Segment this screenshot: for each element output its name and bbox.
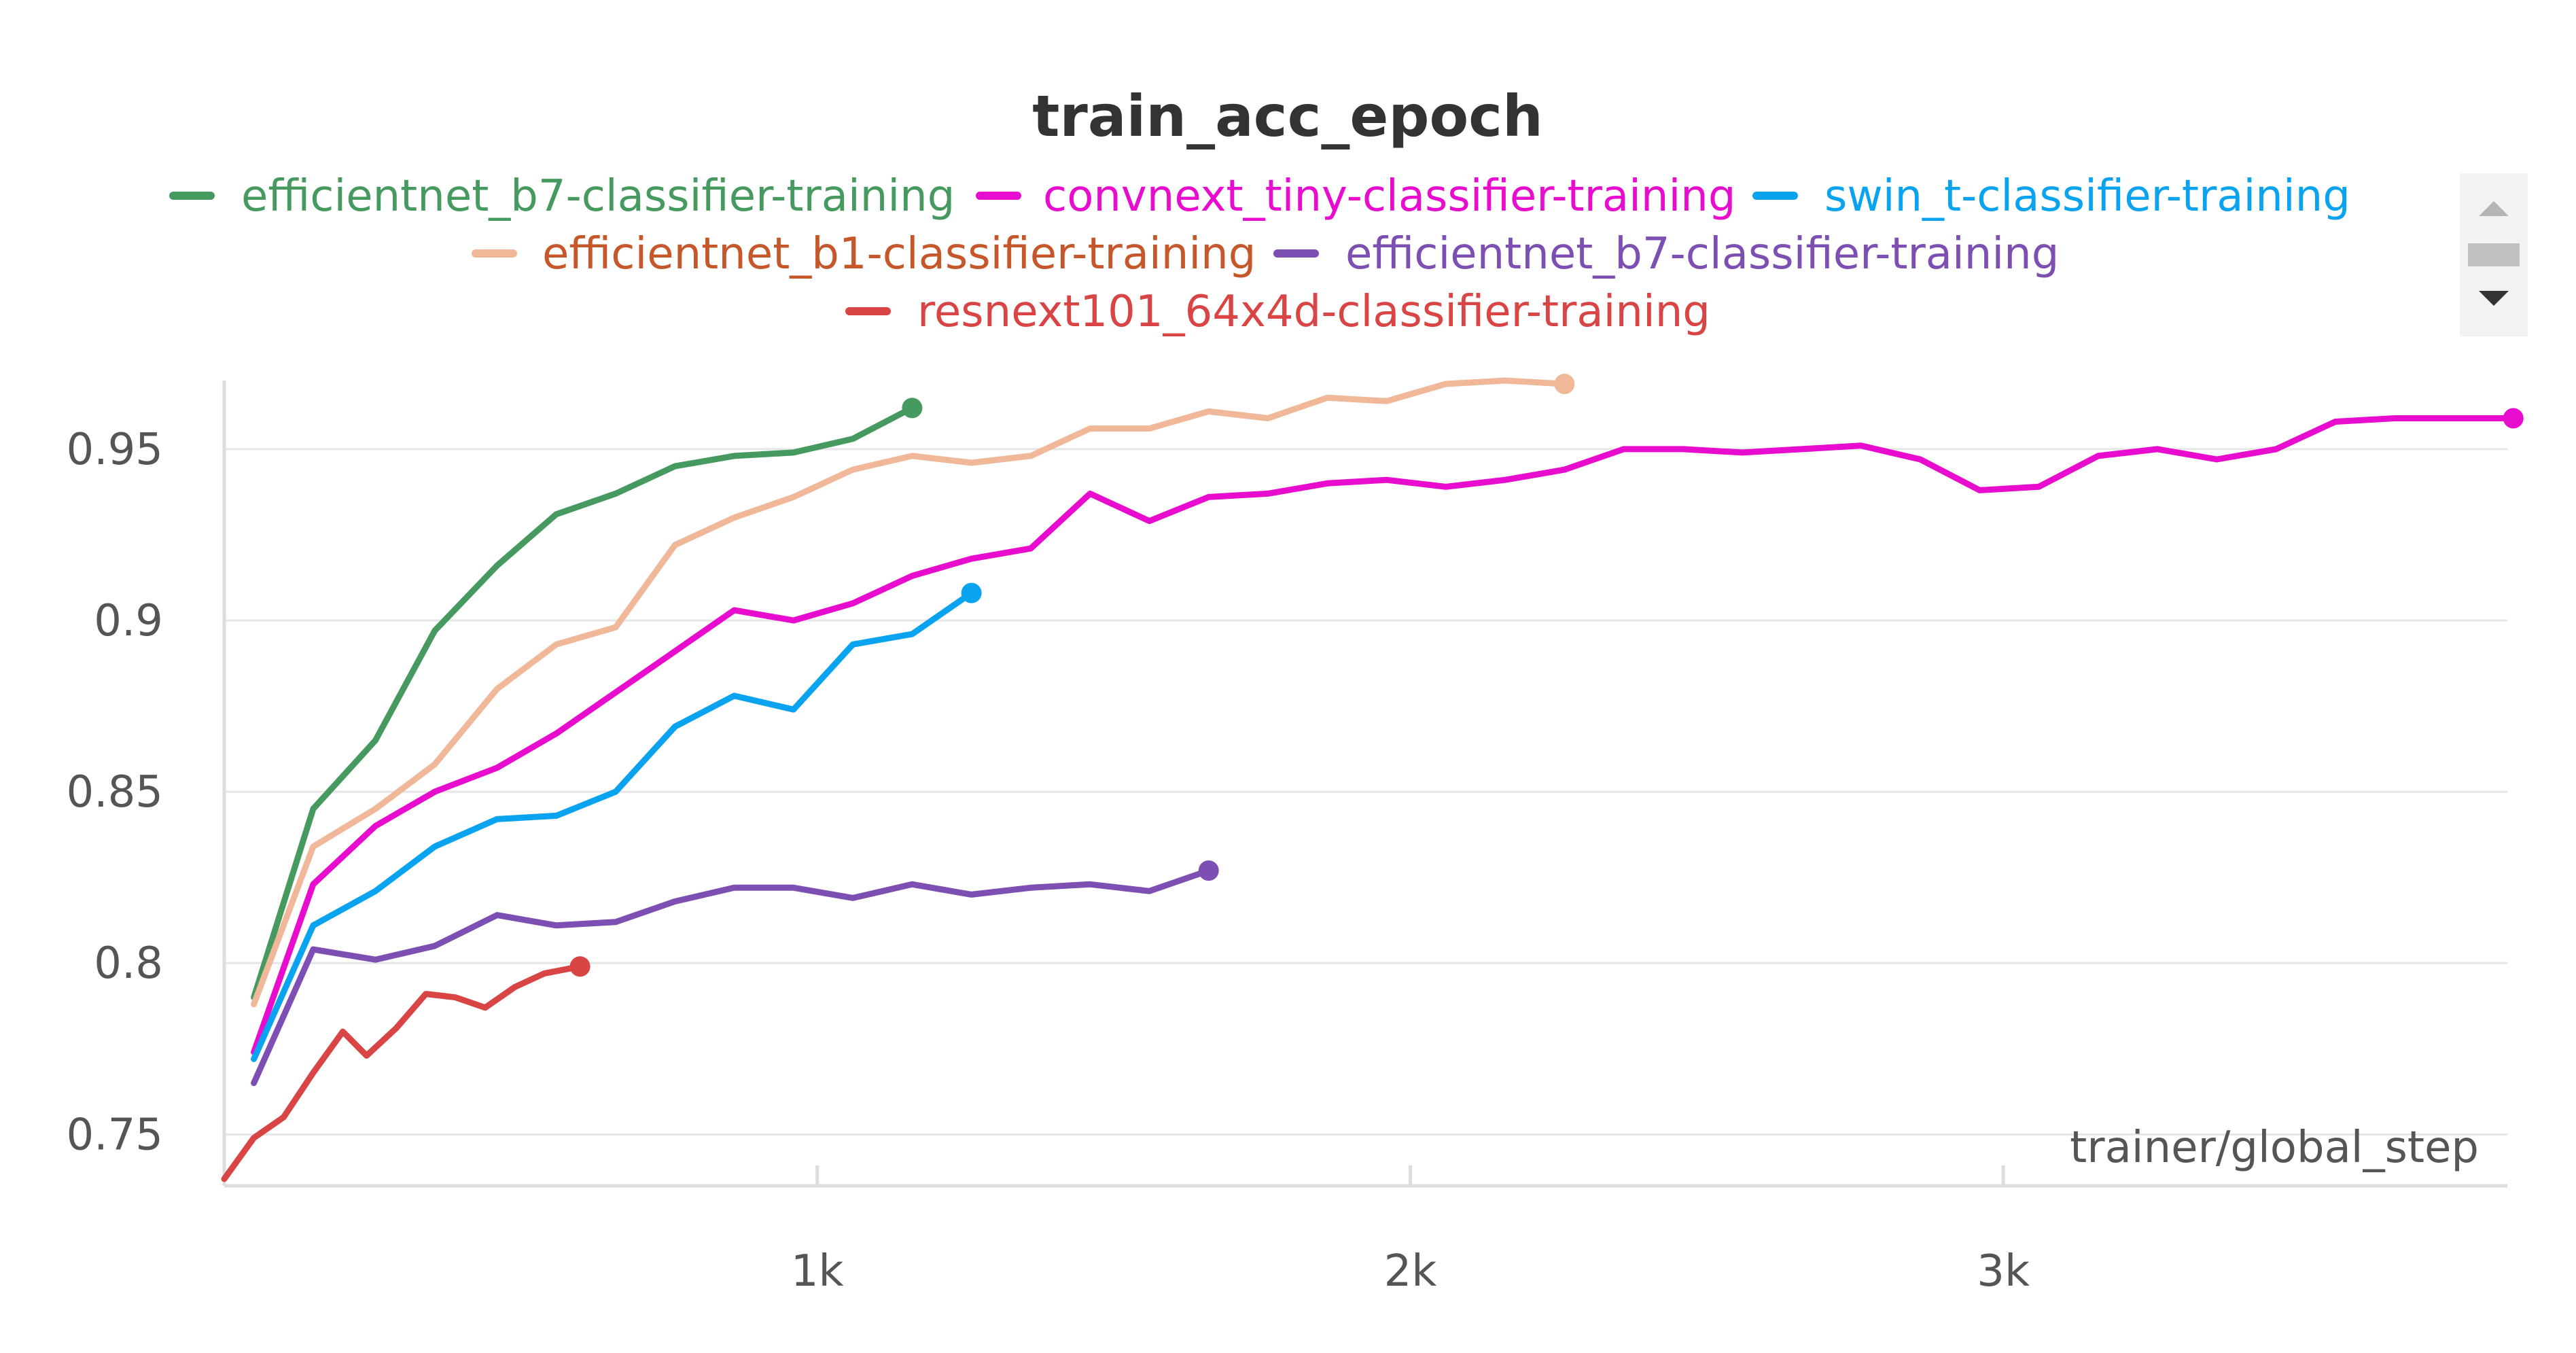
x-tick-label: 1k (791, 1246, 844, 1297)
legend: efficientnet_b7-classifier-training conv… (169, 171, 2350, 337)
scroll-thumb[interactable] (2468, 243, 2520, 266)
legend-item-convnext-tiny[interactable]: convnext_tiny-classifier-training (976, 171, 1735, 222)
series-end-marker (569, 956, 590, 977)
legend-scroll[interactable] (2460, 173, 2528, 336)
legend-item-efficientnet-b1[interactable]: efficientnet_b1-classifier-training (472, 229, 1256, 279)
series-end-marker (902, 398, 923, 419)
series-line[interactable] (251, 590, 975, 1062)
scroll-up-icon[interactable] (2479, 201, 2509, 216)
x-ticks: 1k 2k 3k (791, 1165, 2030, 1297)
legend-item-efficientnet-b7-green[interactable]: efficientnet_b7-classifier-training (169, 171, 955, 222)
y-tick-label: 0.95 (67, 425, 164, 475)
series-line[interactable] (251, 867, 1212, 1087)
legend-label: efficientnet_b7-classifier-training (1345, 229, 2059, 279)
legend-label: resnext101_64x4d-classifier-training (917, 287, 1710, 337)
series-3 (251, 374, 1575, 1008)
grid (224, 448, 2507, 1136)
series-2 (251, 582, 982, 1062)
series-end-marker (1554, 374, 1575, 395)
legend-item-efficientnet-b7-purple[interactable]: efficientnet_b7-classifier-training (1273, 229, 2059, 279)
legend-item-swin-t[interactable]: swin_t-classifier-training (1752, 171, 2350, 222)
series-5 (221, 956, 590, 1182)
y-tick-label: 0.85 (67, 767, 164, 818)
x-axis-label: trainer/global_step (2070, 1123, 2479, 1173)
y-tick-label: 0.75 (67, 1110, 164, 1160)
scroll-down-icon[interactable] (2479, 291, 2509, 306)
series-end-marker (1198, 860, 1219, 881)
legend-label: efficientnet_b7-classifier-training (241, 171, 955, 222)
series-4 (251, 860, 1219, 1087)
legend-label: swin_t-classifier-training (1824, 171, 2350, 222)
y-ticks: 0.75 0.8 0.85 0.9 0.95 (67, 425, 164, 1161)
legend-label: efficientnet_b1-classifier-training (542, 229, 1256, 279)
chart-title: train_acc_epoch (1032, 83, 1543, 150)
y-tick-label: 0.9 (94, 596, 163, 646)
series-1 (251, 408, 2524, 1055)
y-tick-label: 0.8 (94, 938, 163, 989)
x-tick-label: 3k (1977, 1246, 2030, 1297)
series-line[interactable] (221, 963, 584, 1182)
series-end-marker (961, 582, 982, 603)
series-line[interactable] (251, 377, 1568, 1008)
series-line[interactable] (251, 404, 915, 1001)
x-tick-label: 2k (1384, 1246, 1437, 1297)
axes (222, 381, 2507, 1188)
series-end-marker (2503, 408, 2524, 429)
legend-label: convnext_tiny-classifier-training (1043, 171, 1735, 222)
series-line[interactable] (251, 415, 2517, 1055)
series-lines (221, 374, 2524, 1182)
legend-item-resnext101[interactable]: resnext101_64x4d-classifier-training (845, 287, 1710, 337)
series-0 (251, 398, 923, 1001)
